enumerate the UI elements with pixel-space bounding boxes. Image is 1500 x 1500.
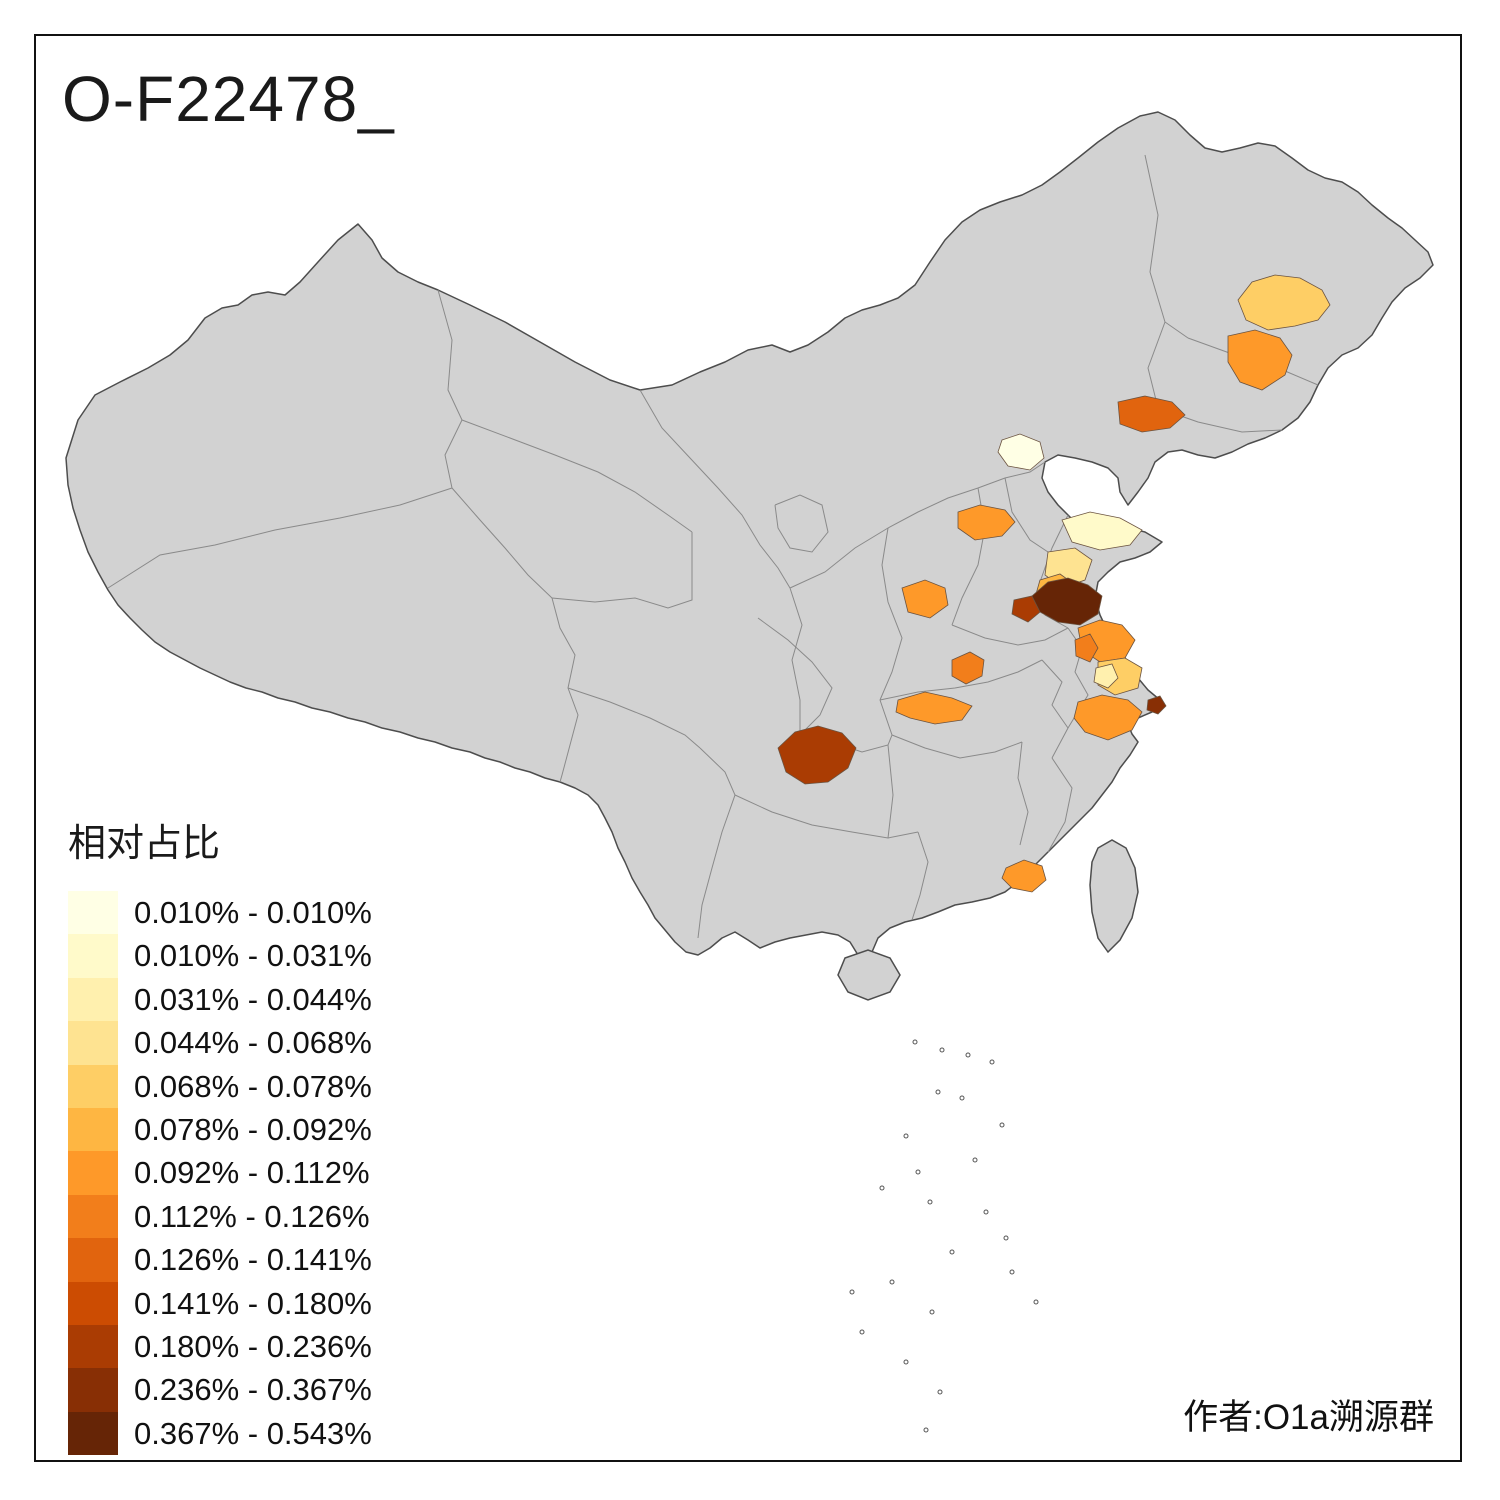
map-region-guizhou-zunyi — [777, 725, 857, 785]
map-region-heilongjiang-suihua — [1237, 274, 1331, 331]
south-sea-islets — [849, 1039, 1039, 1433]
map-region-jiangsu-south-pale — [1093, 663, 1119, 689]
map-region-shandong-peninsula — [1061, 511, 1143, 551]
attribution: 作者:O1a溯源群 — [1183, 1398, 1434, 1437]
legend-swatch — [68, 1238, 118, 1282]
legend-swatch — [68, 1151, 118, 1195]
legend-label: 0.044% - 0.068% — [134, 1025, 372, 1061]
map-region-zhejiang-north — [1073, 694, 1143, 741]
map-region-henan-zhengzhou — [901, 579, 949, 619]
legend-swatch — [68, 1064, 118, 1108]
legend-entry: 0.078% - 0.092% — [68, 1107, 372, 1152]
legend-label: 0.141% - 0.180% — [134, 1285, 372, 1321]
highlighted-regions — [777, 274, 1331, 893]
legend-entry: 0.031% - 0.044% — [68, 977, 372, 1022]
legend-label: 0.010% - 0.031% — [134, 938, 372, 974]
legend-label: 0.068% - 0.078% — [134, 1068, 372, 1104]
legend-entry: 0.180% - 0.236% — [68, 1324, 372, 1369]
legend-entry: 0.068% - 0.078% — [68, 1064, 372, 1108]
map-region-hubei-central — [895, 691, 973, 725]
map-region-beijing — [997, 433, 1045, 471]
legend-label: 0.078% - 0.092% — [134, 1111, 372, 1147]
legend-entry: 0.141% - 0.180% — [68, 1281, 372, 1325]
hainan-island — [837, 949, 901, 1001]
legend-swatch — [68, 1281, 118, 1325]
map-region-jiangsu-xuzhou — [1031, 577, 1103, 626]
map-region-shanxi-taiyuan — [957, 504, 1016, 541]
legend-swatch — [68, 934, 118, 978]
legend-swatch — [68, 1324, 118, 1369]
legend-label: 0.180% - 0.236% — [134, 1328, 372, 1364]
map-region-hubei-east — [951, 651, 985, 685]
legend-label: 0.031% - 0.044% — [134, 981, 372, 1017]
map-region-anhui-north — [1074, 633, 1099, 663]
legend-swatch — [68, 1368, 118, 1412]
map-region-guangdong-east — [1001, 859, 1047, 893]
plot-title: O-F22478_ — [62, 63, 395, 135]
legend-swatch — [68, 1107, 118, 1152]
legend-swatch — [68, 1194, 118, 1239]
legend: 相对占比 0.010% - 0.010% 0.010% - 0.031% 0.031… — [68, 812, 372, 1456]
legend-title: 相对占比 — [68, 823, 221, 865]
legend-label: 0.367% - 0.543% — [134, 1415, 372, 1451]
legend-swatch — [68, 1411, 118, 1456]
legend-entry: 0.044% - 0.068% — [68, 1021, 372, 1065]
legend-entries: 0.010% - 0.010% 0.010% - 0.031% 0.031% - 0… — [68, 891, 372, 1456]
legend-label: 0.010% - 0.010% — [134, 895, 372, 930]
legend-label: 0.112% - 0.126% — [134, 1198, 370, 1234]
legend-swatch — [68, 1021, 118, 1065]
taiwan-island — [1089, 839, 1139, 954]
map-region-xuzhou-west — [1011, 595, 1041, 623]
map-region-shanghai — [1146, 695, 1167, 715]
legend-entry: 0.236% - 0.367% — [68, 1368, 372, 1412]
legend-swatch — [68, 891, 118, 935]
legend-entry: 0.092% - 0.112% — [68, 1151, 372, 1195]
legend-label: 0.236% - 0.367% — [134, 1372, 372, 1408]
map-region-liaoning-shenyang — [1117, 395, 1186, 433]
legend-entry: 0.126% - 0.141% — [68, 1238, 372, 1282]
legend-entry: 0.010% - 0.031% — [68, 934, 372, 978]
legend-swatch — [68, 977, 118, 1022]
legend-label: 0.092% - 0.112% — [134, 1155, 370, 1191]
legend-label: 0.126% - 0.141% — [134, 1242, 372, 1278]
map-region-heilongjiang-harbin — [1227, 329, 1293, 391]
legend-entry: 0.010% - 0.010% — [68, 891, 372, 935]
legend-entry: 0.112% - 0.126% — [68, 1194, 372, 1239]
legend-entry: 0.367% - 0.543% — [68, 1411, 372, 1456]
